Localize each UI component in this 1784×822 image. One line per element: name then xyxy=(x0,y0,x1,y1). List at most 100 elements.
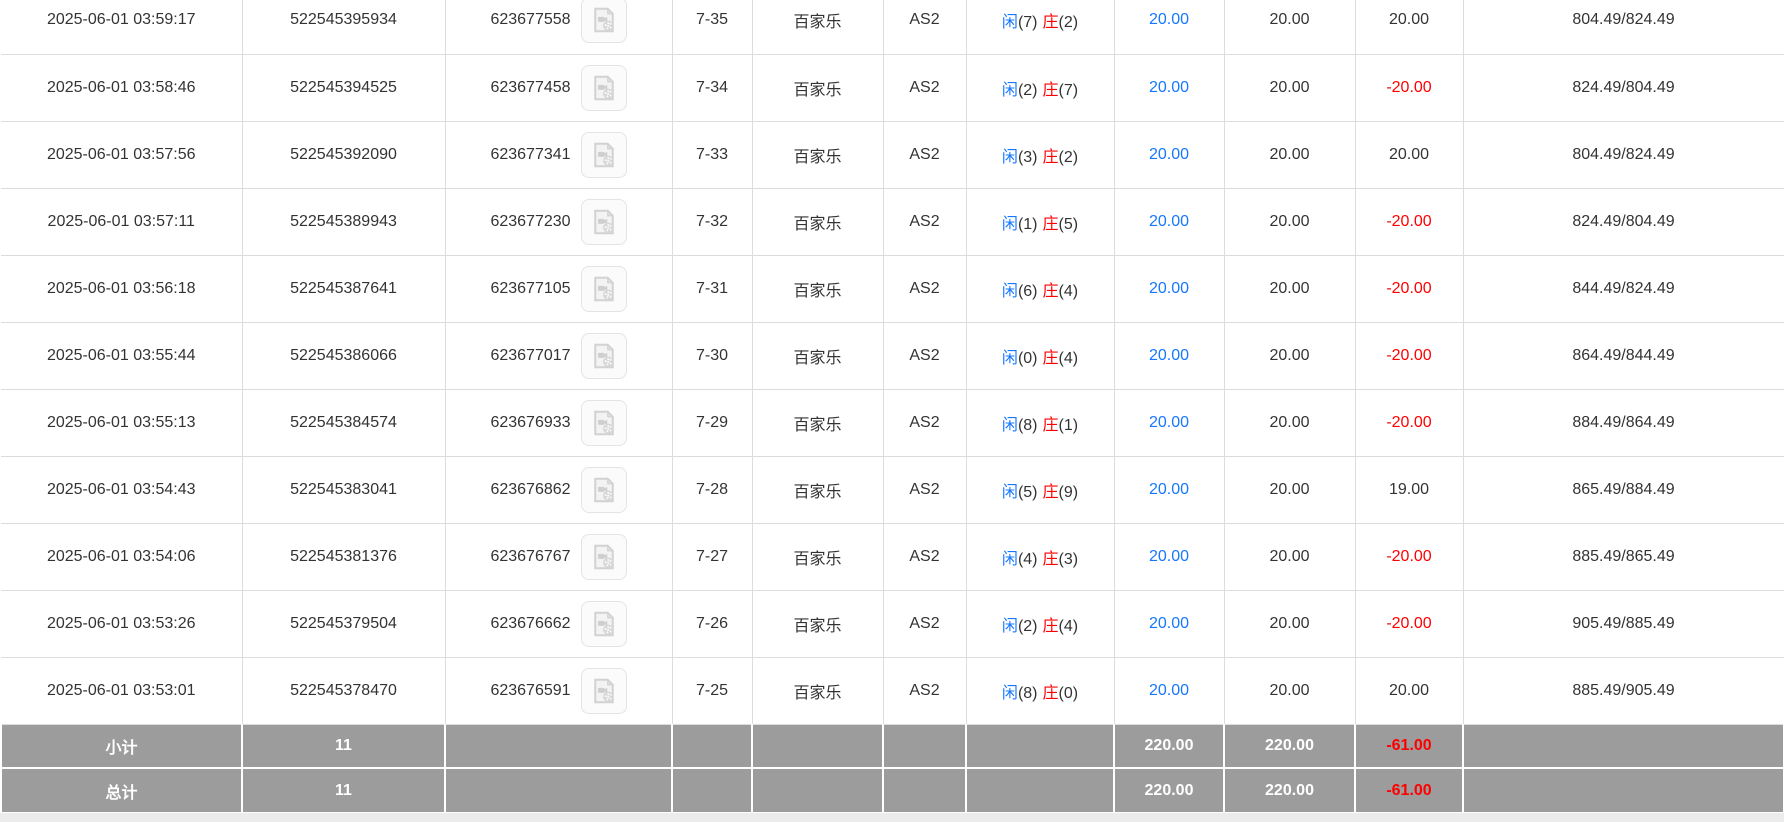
cell-valid-amount: 20.00 xyxy=(1224,456,1356,524)
video-file-icon xyxy=(593,7,614,33)
bet-amount-link[interactable]: 20.00 xyxy=(1114,54,1225,122)
total-empty-cell xyxy=(965,767,1115,812)
cell-bet-number: 522545379504 xyxy=(242,590,446,658)
cell-round: 7-29 xyxy=(672,389,753,457)
bet-amount-link[interactable]: 20.00 xyxy=(1114,389,1225,457)
video-replay-button[interactable] xyxy=(580,265,627,312)
table-footer: 小计 11 220.00 220.00 -61.00 总计 11 xyxy=(0,723,1784,812)
video-replay-button[interactable] xyxy=(580,131,627,178)
cell-game-number: 623677017 xyxy=(445,322,673,390)
cell-balance: 905.49/885.49 xyxy=(1463,590,1784,658)
banker-result-score: (2) xyxy=(1058,14,1079,32)
bet-amount-link[interactable]: 20.00 xyxy=(1114,456,1225,524)
cell-game-number: 623677105 xyxy=(445,255,673,323)
cell-win-loss: -20.00 xyxy=(1355,590,1464,658)
total-label: 总计 xyxy=(0,767,243,812)
video-replay-button[interactable] xyxy=(580,600,627,647)
cell-table: AS2 xyxy=(883,121,967,189)
subtotal-winloss-total: -61.00 xyxy=(1354,723,1464,768)
cell-game-type: 百家乐 xyxy=(752,322,884,390)
video-file-icon xyxy=(593,342,614,368)
video-file-icon xyxy=(593,141,614,167)
video-replay-button[interactable] xyxy=(580,667,627,714)
cell-table: AS2 xyxy=(883,389,967,457)
video-replay-button[interactable] xyxy=(580,0,627,44)
subtotal-empty-cell xyxy=(751,723,884,768)
player-result-label: 闲 xyxy=(1001,483,1018,501)
cell-valid-amount: 20.00 xyxy=(1224,657,1356,725)
banker-result-score: (2) xyxy=(1058,148,1079,166)
cell-valid-amount: 20.00 xyxy=(1224,54,1356,122)
game-number-text: 623676933 xyxy=(490,413,571,431)
cell-valid-amount: 20.00 xyxy=(1224,188,1356,256)
bet-amount-link[interactable]: 20.00 xyxy=(1114,523,1225,591)
video-file-icon xyxy=(593,74,614,100)
cell-round: 7-35 xyxy=(672,0,753,55)
cell-valid-amount: 20.00 xyxy=(1224,121,1356,189)
cell-valid-amount: 20.00 xyxy=(1224,255,1356,323)
total-bet-total: 220.00 xyxy=(1113,767,1225,812)
video-replay-button[interactable] xyxy=(580,533,627,580)
video-replay-button[interactable] xyxy=(580,399,627,446)
subtotal-empty-cell xyxy=(1462,723,1784,768)
banker-result-label: 庄 xyxy=(1042,416,1059,434)
player-result-score: (1) xyxy=(1017,215,1038,233)
player-result-label: 闲 xyxy=(1001,81,1018,99)
video-replay-button[interactable] xyxy=(580,332,627,379)
game-number-text: 623677017 xyxy=(490,346,571,364)
cell-win-loss: 20.00 xyxy=(1355,657,1464,725)
cell-game-type: 百家乐 xyxy=(752,0,884,55)
cell-game-number: 623676767 xyxy=(445,523,673,591)
cell-balance: 865.49/884.49 xyxy=(1463,456,1784,524)
bottom-edge-strip xyxy=(0,813,1784,822)
player-result-score: (2) xyxy=(1017,617,1038,635)
player-result-label: 闲 xyxy=(1001,550,1018,568)
cell-game-number: 623677230 xyxy=(445,188,673,256)
cell-game-number: 623676862 xyxy=(445,456,673,524)
subtotal-valid-total: 220.00 xyxy=(1223,723,1356,768)
banker-result-score: (7) xyxy=(1058,81,1079,99)
video-file-icon xyxy=(593,543,614,569)
player-result-label: 闲 xyxy=(1001,282,1018,300)
bet-amount-link[interactable]: 20.00 xyxy=(1114,657,1225,725)
bet-amount-link[interactable]: 20.00 xyxy=(1114,322,1225,390)
video-replay-button[interactable] xyxy=(580,64,627,111)
player-result-label: 闲 xyxy=(1001,14,1018,32)
table-row: 2025-06-01 03:53:01 522545378470 6236765… xyxy=(1,657,1784,725)
video-replay-button[interactable] xyxy=(580,466,627,513)
banker-result-label: 庄 xyxy=(1042,349,1059,367)
player-result-score: (6) xyxy=(1017,282,1038,300)
cell-game-type: 百家乐 xyxy=(752,255,884,323)
cell-balance: 824.49/804.49 xyxy=(1463,188,1784,256)
table-row: 2025-06-01 03:56:18 522545387641 6236771… xyxy=(1,255,1784,323)
cell-valid-amount: 20.00 xyxy=(1224,389,1356,457)
cell-win-loss: -20.00 xyxy=(1355,188,1464,256)
cell-table: AS2 xyxy=(883,456,967,524)
cell-game-type: 百家乐 xyxy=(752,523,884,591)
bet-amount-link[interactable]: 20.00 xyxy=(1114,255,1225,323)
player-result-score: (0) xyxy=(1017,349,1038,367)
subtotal-empty-cell xyxy=(882,723,967,768)
cell-bet-number: 522545392090 xyxy=(242,121,446,189)
table-row: 2025-06-01 03:55:13 522545384574 6236769… xyxy=(1,389,1784,457)
cell-bet-time: 2025-06-01 03:53:26 xyxy=(1,590,243,658)
video-file-icon xyxy=(593,476,614,502)
cell-bet-number: 522545387641 xyxy=(242,255,446,323)
banker-result-score: (4) xyxy=(1058,349,1079,367)
cell-round: 7-32 xyxy=(672,188,753,256)
cell-valid-amount: 20.00 xyxy=(1224,523,1356,591)
bet-amount-link[interactable]: 20.00 xyxy=(1114,121,1225,189)
video-file-icon xyxy=(593,610,614,636)
bet-amount-link[interactable]: 20.00 xyxy=(1114,188,1225,256)
cell-game-number: 623676662 xyxy=(445,590,673,658)
cell-table: AS2 xyxy=(883,322,967,390)
subtotal-empty-cell xyxy=(671,723,753,768)
cell-bet-number: 522545378470 xyxy=(242,657,446,725)
player-result-label: 闲 xyxy=(1001,617,1018,635)
bet-amount-link[interactable]: 20.00 xyxy=(1114,590,1225,658)
bet-amount-link[interactable]: 20.00 xyxy=(1114,0,1225,55)
video-replay-button[interactable] xyxy=(580,198,627,245)
banker-result-label: 庄 xyxy=(1042,282,1059,300)
